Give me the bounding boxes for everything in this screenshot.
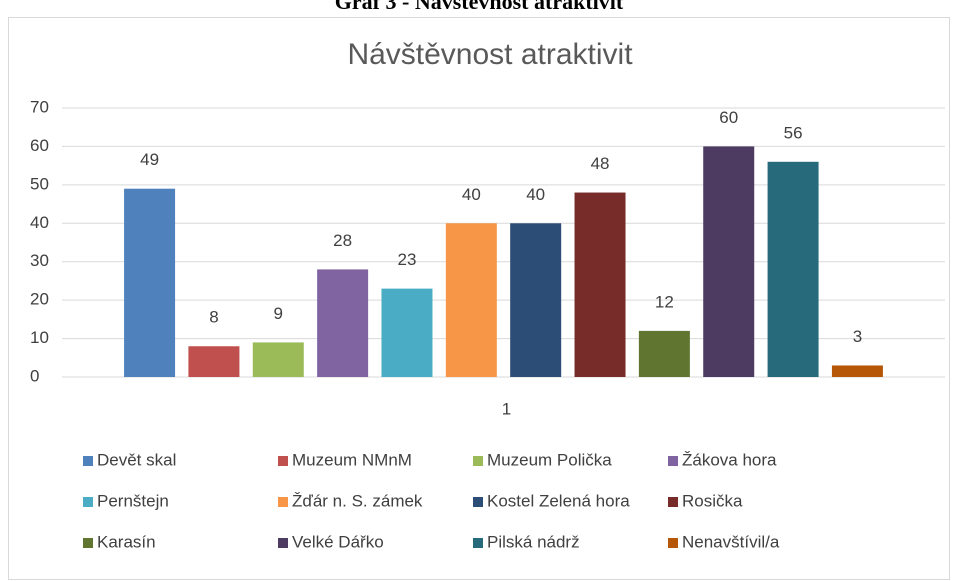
data-label: 23 xyxy=(398,250,417,269)
bar xyxy=(510,223,562,377)
y-tick-label: 50 xyxy=(30,174,49,193)
legend-label: Kostel Zelená hora xyxy=(487,491,630,510)
bar xyxy=(252,342,304,377)
legend-label: Pernštejn xyxy=(97,491,169,510)
data-label: 9 xyxy=(274,304,283,323)
y-tick-label: 30 xyxy=(30,251,49,270)
bar xyxy=(445,223,497,377)
legend-swatch xyxy=(83,497,93,507)
data-label: 28 xyxy=(333,231,352,250)
bar xyxy=(188,346,240,377)
legend-label: Žákova hora xyxy=(682,450,777,469)
y-tick-label: 60 xyxy=(30,136,49,155)
data-label: 48 xyxy=(591,154,610,173)
legend-label: Pilská nádrž xyxy=(487,532,580,551)
legend-label: Muzeum Polička xyxy=(487,450,612,469)
bar xyxy=(124,188,176,377)
legend-swatch xyxy=(473,538,483,548)
bar xyxy=(767,161,819,377)
y-tick-label: 0 xyxy=(30,366,39,385)
data-label: 60 xyxy=(719,108,738,127)
legend-swatch xyxy=(473,497,483,507)
legend-label: Devět skal xyxy=(97,450,176,469)
data-label: 49 xyxy=(140,150,159,169)
bar xyxy=(381,288,433,377)
x-tick-label: 1 xyxy=(502,399,511,418)
bar xyxy=(574,192,626,377)
legend-label: Muzeum NMnM xyxy=(292,450,412,469)
legend-swatch xyxy=(83,456,93,466)
y-tick-label: 40 xyxy=(30,213,49,232)
data-label: 40 xyxy=(526,185,545,204)
legend-swatch xyxy=(473,456,483,466)
legend-swatch xyxy=(668,538,678,548)
data-label: 3 xyxy=(853,327,862,346)
legend-swatch xyxy=(278,456,288,466)
bar xyxy=(317,269,369,377)
legend-label: Karasín xyxy=(97,532,156,551)
chart-title: Návštěvnost atraktivit xyxy=(347,38,633,71)
bar xyxy=(703,146,755,377)
legend-swatch xyxy=(278,497,288,507)
legend-label: Velké Dářko xyxy=(292,532,384,551)
legend-label: Rosička xyxy=(682,491,743,510)
data-label: 40 xyxy=(462,185,481,204)
data-label: 56 xyxy=(784,123,803,142)
bar xyxy=(831,365,883,377)
legend-label: Nenavštívil/a xyxy=(682,532,780,551)
bar xyxy=(638,330,690,377)
data-label: 12 xyxy=(655,292,674,311)
legend-swatch xyxy=(83,538,93,548)
page-heading: Graf 3 - Návštěvnost atraktivit xyxy=(335,0,624,14)
legend-swatch xyxy=(668,456,678,466)
legend-label: Žďár n. S. zámek xyxy=(292,491,423,510)
y-tick-label: 20 xyxy=(30,290,49,309)
data-label: 8 xyxy=(209,308,218,327)
y-tick-label: 70 xyxy=(30,97,49,116)
legend-swatch xyxy=(278,538,288,548)
y-tick-label: 10 xyxy=(30,328,49,347)
legend-swatch xyxy=(668,497,678,507)
